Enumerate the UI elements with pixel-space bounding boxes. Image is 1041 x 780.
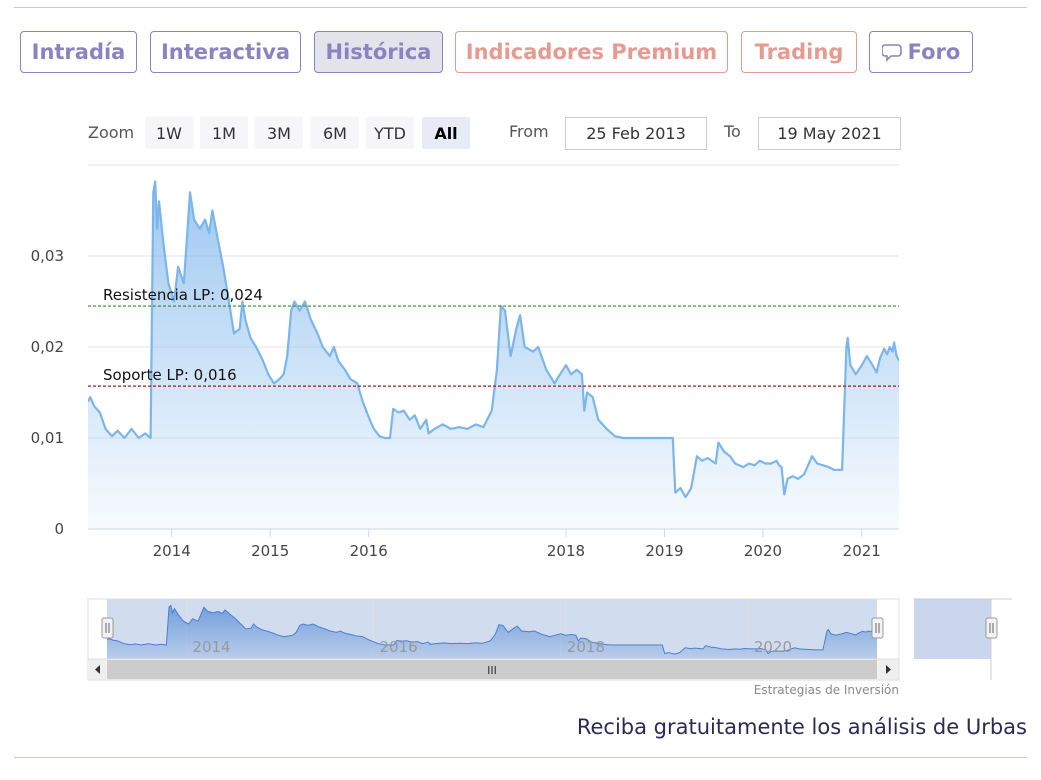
navigator-handle-outer[interactable] bbox=[985, 617, 998, 639]
support-label: Soporte LP: 0,016 bbox=[103, 366, 237, 384]
navigator-area bbox=[107, 605, 877, 659]
scrollbar-grip: III bbox=[487, 664, 497, 677]
tab-trading-label: Trading bbox=[754, 40, 844, 64]
zoom-3m-button[interactable]: 3M bbox=[255, 117, 303, 149]
zoom-ytd-button[interactable]: YTD bbox=[366, 117, 414, 149]
x-axis: 2014 2015 2016 2018 2019 2020 2021 bbox=[153, 529, 881, 560]
y-axis: 0 0,01 0,02 0,03 bbox=[31, 247, 64, 538]
y-tick-label: 0,02 bbox=[31, 338, 64, 356]
to-date-input[interactable]: 19 May 2021 bbox=[758, 117, 901, 150]
tab-indicadores-premium-label: Indicadores Premium bbox=[465, 40, 718, 64]
to-label: To bbox=[724, 122, 741, 141]
zoom-1w-button[interactable]: 1W bbox=[145, 117, 193, 149]
tab-historica-label: Histórica bbox=[325, 40, 432, 64]
price-line bbox=[88, 180, 899, 499]
navigator-label: 2016 bbox=[379, 638, 417, 656]
navigator[interactable]: 2014 2016 2018 2020 bbox=[87, 598, 1012, 680]
x-tick-label: 2020 bbox=[744, 542, 782, 560]
tab-foro-label: Foro bbox=[907, 40, 961, 64]
x-tick-label: 2019 bbox=[645, 542, 683, 560]
zoom-6m-button[interactable]: 6M bbox=[311, 117, 359, 149]
navigator-line bbox=[106, 604, 878, 655]
promo-text[interactable]: Reciba gratuitamente los análisis de Urb… bbox=[576, 715, 1027, 739]
chat-bubble-icon bbox=[881, 44, 902, 62]
tab-indicadores-premium[interactable]: Indicadores Premium bbox=[455, 31, 728, 73]
top-divider bbox=[14, 7, 1027, 8]
scrollbar-thumb[interactable] bbox=[107, 660, 877, 679]
chart-credit[interactable]: Estrategias de Inversión bbox=[753, 683, 899, 697]
x-tick-label: 2021 bbox=[843, 542, 881, 560]
zoom-all-button[interactable]: All bbox=[422, 117, 470, 149]
price-area bbox=[88, 181, 899, 529]
x-tick-label: 2018 bbox=[547, 542, 585, 560]
zoom-label: Zoom bbox=[88, 123, 135, 142]
navigator-handle-left[interactable] bbox=[101, 617, 114, 639]
bottom-divider bbox=[14, 757, 1027, 758]
x-tick-label: 2015 bbox=[251, 542, 289, 560]
tab-trading[interactable]: Trading bbox=[741, 31, 857, 73]
x-tick-label: 2014 bbox=[153, 542, 191, 560]
arrow-left-icon bbox=[95, 665, 100, 674]
tab-foro[interactable]: Foro bbox=[869, 31, 973, 73]
resistance-label: Resistencia LP: 0,024 bbox=[103, 286, 263, 304]
tab-intradia[interactable]: Intradía bbox=[20, 31, 137, 73]
y-tick-label: 0,03 bbox=[31, 247, 64, 265]
tab-interactiva[interactable]: Interactiva bbox=[150, 31, 301, 73]
from-date-input[interactable]: 25 Feb 2013 bbox=[565, 117, 707, 150]
tab-historica[interactable]: Histórica bbox=[314, 31, 443, 73]
navigator-label: 2018 bbox=[567, 638, 605, 656]
tab-intradia-label: Intradía bbox=[31, 40, 126, 64]
x-tick-label: 2016 bbox=[350, 542, 388, 560]
y-tick-label: 0 bbox=[54, 520, 64, 538]
navigator-label: 2014 bbox=[192, 638, 230, 656]
zoom-1m-button[interactable]: 1M bbox=[200, 117, 248, 149]
from-label: From bbox=[509, 122, 549, 141]
tab-interactiva-label: Interactiva bbox=[160, 40, 291, 64]
arrow-right-icon bbox=[886, 665, 891, 674]
y-tick-label: 0,01 bbox=[31, 429, 64, 447]
scrollbar[interactable]: III bbox=[87, 658, 900, 681]
navigator-outside-mask bbox=[914, 599, 991, 659]
navigator-handle-right[interactable] bbox=[871, 617, 884, 639]
navigator-label: 2020 bbox=[754, 638, 792, 656]
